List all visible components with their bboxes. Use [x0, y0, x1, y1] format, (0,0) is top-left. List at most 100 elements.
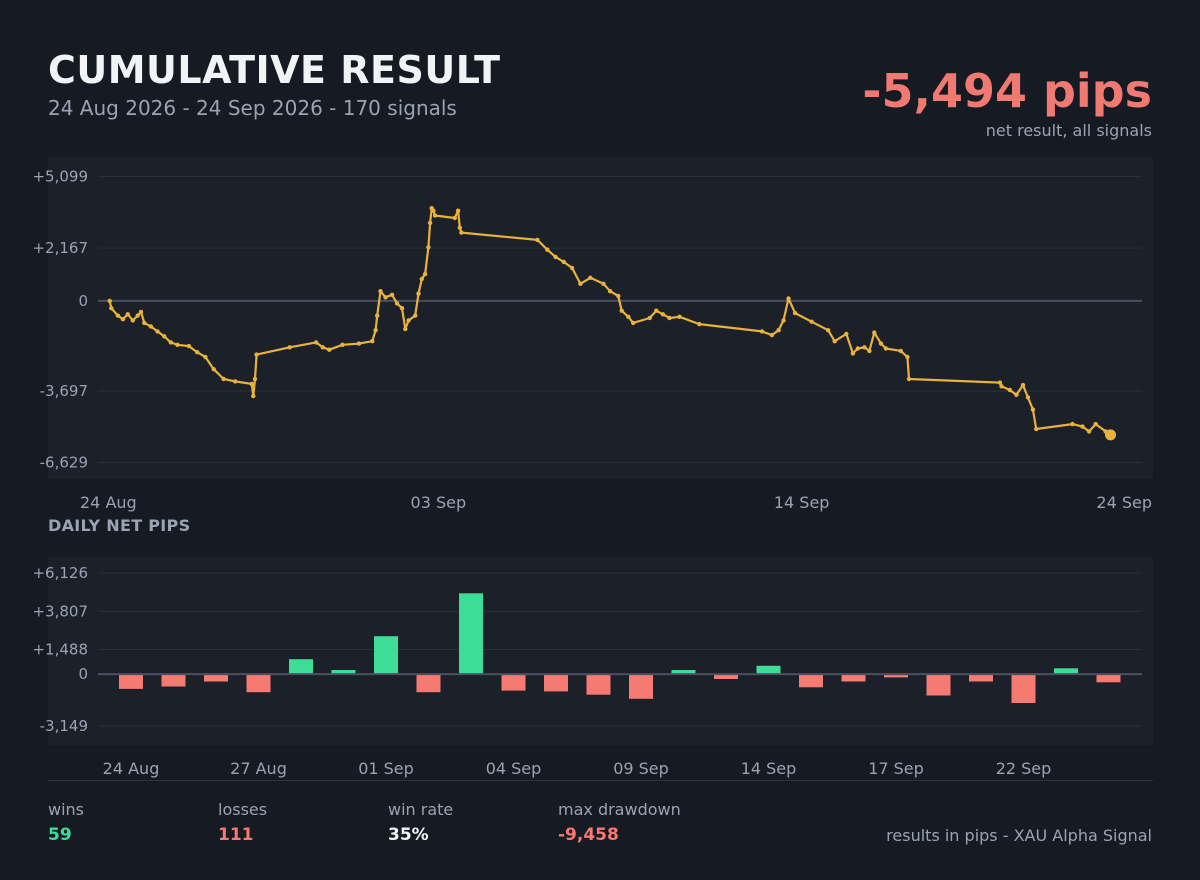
cumulative-line-chart: +5,099 +2,167 0 -3,697 -6,629 24 Aug 03 Sep 14 …: [32, 167, 1152, 512]
y-tick-label: +3,807: [32, 602, 88, 620]
data-point: [120, 317, 126, 322]
data-point: [654, 308, 659, 313]
y-tick-label: -3,697: [40, 382, 88, 400]
stat-win-rate: win rate 35%: [388, 800, 453, 845]
data-point: [862, 345, 867, 350]
data-point: [254, 352, 259, 357]
data-point: [427, 220, 433, 226]
data-point: [850, 351, 856, 356]
data-point: [115, 313, 121, 318]
data-point: [999, 384, 1004, 389]
bar-positive: [459, 593, 483, 675]
data-point: [578, 281, 583, 286]
bar-negative: [1096, 674, 1121, 683]
bar-positive: [756, 665, 781, 674]
data-point: [413, 313, 418, 318]
data-point: [1070, 421, 1075, 427]
x-tick-label: 14 Sep: [741, 759, 797, 778]
stat-losses-label: losses: [218, 800, 268, 819]
bar-negative: [841, 674, 866, 682]
data-point: [697, 321, 702, 327]
data-point: [375, 313, 380, 318]
bar-chart-panel: [48, 557, 1153, 745]
data-point: [660, 312, 666, 317]
date-range-subtitle: 24 Aug 2026 - 24 Sep 2026 - 170 signals: [48, 96, 457, 120]
bar-negative: [629, 674, 653, 699]
data-point: [249, 381, 254, 387]
data-point: [1007, 387, 1012, 393]
bar-negative: [204, 674, 228, 682]
x-tick-label: 27 Aug: [230, 759, 287, 778]
data-point: [601, 281, 606, 286]
y-tick-label: +2,167: [32, 239, 88, 257]
x-tick-label: 09 Sep: [613, 759, 669, 778]
bar-positive: [289, 659, 313, 674]
data-point: [619, 308, 624, 313]
bar-positive: [331, 670, 356, 675]
data-point: [373, 328, 378, 333]
data-point: [135, 313, 140, 318]
data-point: [455, 208, 461, 213]
footer-note: results in pips - XAU Alpha Signal: [886, 826, 1152, 845]
x-tick-label: 22 Sep: [996, 759, 1052, 778]
stat-losses-value: 111: [218, 825, 254, 845]
bar-negative: [799, 674, 823, 688]
data-point: [452, 215, 457, 221]
data-point: [588, 275, 593, 280]
daily-chart-title: DAILY NET PIPS: [48, 516, 191, 535]
data-point: [844, 331, 849, 337]
data-point: [125, 312, 130, 317]
bar-negative: [501, 674, 526, 691]
stat-wins-value: 59: [48, 825, 72, 845]
x-tick-label: 24 Aug: [80, 493, 137, 512]
data-point: [759, 329, 765, 334]
y-tick-label: 0: [78, 292, 88, 310]
data-point: [107, 298, 112, 304]
x-tick-label: 14 Sep: [774, 493, 830, 512]
stat-win-rate-label: win rate: [388, 800, 454, 819]
data-point: [667, 315, 672, 321]
data-point: [626, 314, 631, 319]
data-point: [426, 245, 431, 250]
last-point: [1105, 429, 1116, 441]
data-point: [792, 310, 798, 316]
stat-wins-label: wins: [48, 800, 85, 819]
data-point: [898, 348, 903, 354]
data-point: [878, 341, 884, 346]
data-point: [561, 259, 566, 265]
y-tick-label: -6,629: [40, 454, 88, 472]
bar-negative: [969, 674, 993, 682]
data-point: [378, 289, 383, 294]
data-point: [138, 309, 144, 315]
stat-losses: losses 111: [218, 800, 267, 845]
data-point: [416, 291, 421, 296]
data-point: [872, 330, 877, 335]
data-point: [431, 208, 436, 213]
x-tick-label: 03 Sep: [411, 493, 467, 512]
data-point: [162, 334, 167, 339]
data-point: [313, 340, 319, 345]
data-point: [211, 367, 216, 372]
y-tick-label: +6,126: [32, 564, 88, 582]
data-point: [422, 271, 428, 277]
data-point: [432, 213, 438, 218]
data-point: [997, 380, 1003, 385]
data-point: [320, 345, 325, 350]
data-point: [142, 320, 147, 326]
data-point: [195, 350, 200, 355]
data-point: [1086, 429, 1092, 434]
bar-negative: [246, 674, 271, 693]
stat-wins: wins 59: [48, 800, 84, 845]
data-point: [399, 306, 405, 311]
data-point: [616, 293, 621, 299]
y-tick-label: +1,488: [32, 641, 88, 659]
x-tick-label: 24 Sep: [1096, 493, 1152, 512]
data-point: [168, 340, 173, 345]
data-point: [406, 318, 411, 323]
stat-max-drawdown: max drawdown -9,458: [558, 800, 681, 845]
data-point: [883, 346, 889, 351]
stats-divider: [48, 780, 1153, 781]
data-point: [340, 342, 345, 347]
data-point: [776, 328, 781, 333]
data-point: [553, 254, 558, 260]
